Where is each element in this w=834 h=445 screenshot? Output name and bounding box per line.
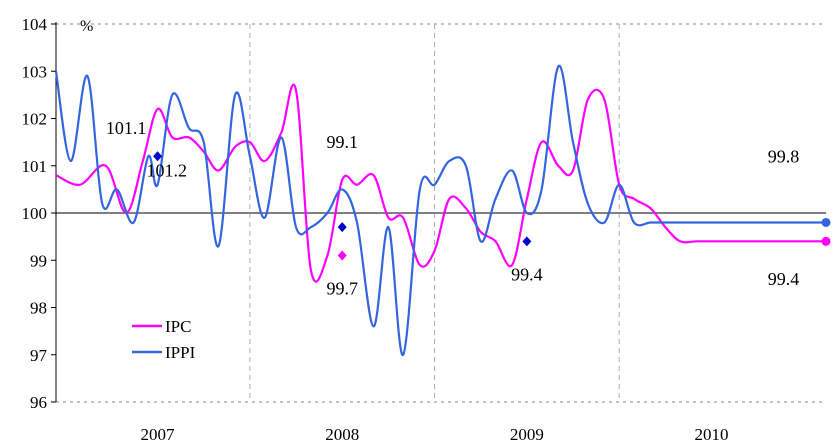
y-tick-label: 100	[22, 204, 48, 223]
x-tick-label: 2007	[141, 425, 176, 444]
legend-label-ipc: IPC	[165, 317, 191, 336]
x-tick-label: 2009	[510, 425, 544, 444]
data-marker	[821, 236, 831, 246]
axis-layer: 96 97 98 99 100 101 102 103 104 % 2007 2008 2009 2010	[22, 15, 729, 444]
series-line-ipc	[55, 83, 826, 283]
legend-label-ippi: IPPI	[165, 343, 196, 362]
grid-layer	[56, 23, 826, 403]
series-line-ippi	[54, 65, 826, 356]
data-label: 99.4	[768, 269, 800, 289]
unit-label: %	[80, 18, 93, 35]
y-tick-label: 102	[22, 110, 48, 129]
data-label: 99.1	[326, 132, 358, 152]
data-marker	[821, 217, 831, 227]
series-layer	[54, 65, 826, 356]
data-label: 99.7	[326, 279, 358, 299]
data-marker	[337, 250, 347, 261]
data-marker	[522, 236, 532, 247]
y-tick-label: 103	[22, 62, 48, 81]
data-label: 101.1	[106, 118, 147, 138]
data-label: 99.4	[511, 264, 543, 284]
data-label: 101.2	[147, 160, 188, 180]
y-tick-label: 99	[30, 251, 47, 270]
data-label: 99.8	[768, 146, 800, 166]
y-tick-label: 104	[22, 15, 48, 34]
y-tick-label: 96	[30, 393, 47, 412]
marker-layer	[153, 151, 831, 261]
x-tick-label: 2010	[695, 425, 729, 444]
label-layer: 101.1 101.2 99.1 99.7 99.4 99.8 99.4	[106, 118, 799, 299]
data-marker	[337, 222, 347, 233]
legend: IPC IPPI	[132, 317, 196, 362]
data-marker	[153, 151, 163, 162]
y-tick-label: 97	[30, 346, 48, 365]
x-tick-label: 2008	[325, 425, 359, 444]
y-tick-label: 101	[22, 157, 48, 176]
y-tick-label: 98	[30, 299, 47, 318]
